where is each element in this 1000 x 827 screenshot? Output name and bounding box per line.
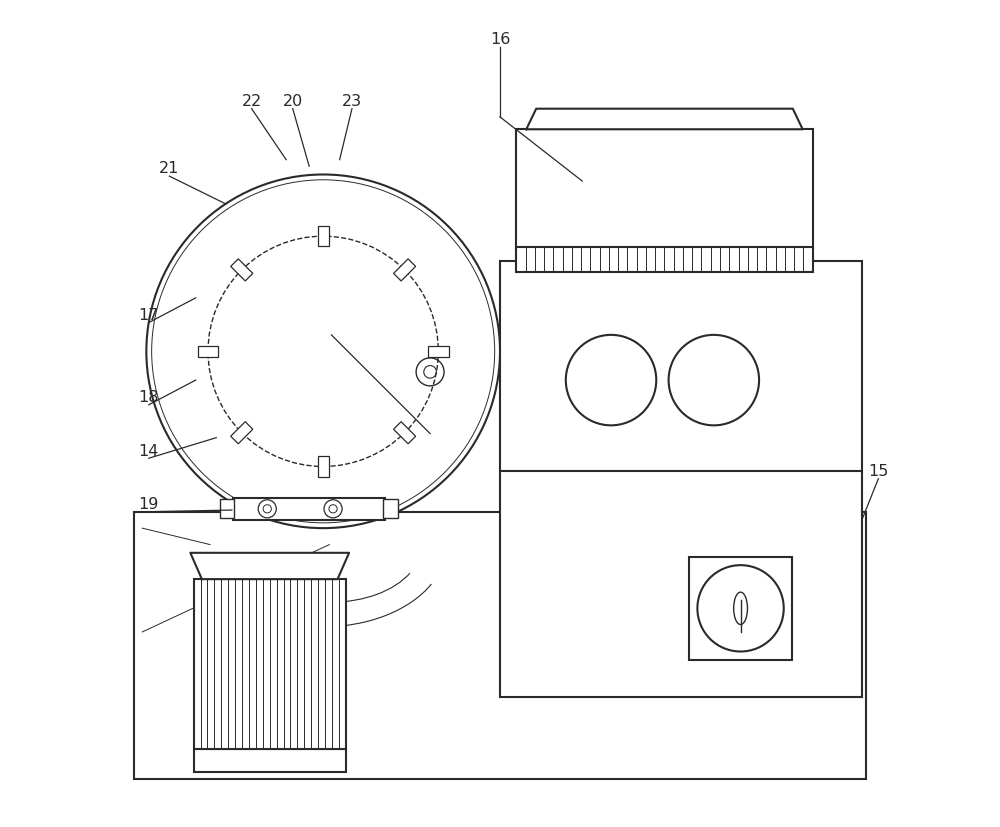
Bar bbox=[233, 498, 385, 520]
Bar bbox=[383, 500, 398, 519]
Text: 23: 23 bbox=[342, 93, 362, 109]
Bar bbox=[500, 261, 862, 697]
Bar bbox=[231, 260, 253, 282]
Text: 18: 18 bbox=[139, 390, 159, 404]
Bar bbox=[516, 247, 813, 272]
Text: 15: 15 bbox=[868, 463, 889, 479]
Text: 22: 22 bbox=[241, 93, 262, 109]
Bar bbox=[394, 422, 416, 444]
Bar bbox=[194, 749, 346, 772]
Bar bbox=[134, 512, 866, 779]
Bar bbox=[318, 457, 329, 477]
Bar bbox=[231, 422, 253, 444]
Bar bbox=[318, 227, 329, 247]
Bar bbox=[394, 260, 416, 282]
Polygon shape bbox=[190, 553, 349, 580]
Text: 16: 16 bbox=[490, 32, 510, 47]
Bar bbox=[428, 347, 449, 357]
Bar bbox=[516, 130, 813, 249]
Text: 19: 19 bbox=[139, 496, 159, 511]
Text: 20: 20 bbox=[283, 93, 303, 109]
Bar bbox=[198, 347, 218, 357]
Bar bbox=[194, 580, 346, 749]
Bar bbox=[689, 557, 792, 660]
Bar bbox=[220, 500, 234, 519]
Text: 17: 17 bbox=[139, 308, 159, 323]
Circle shape bbox=[146, 175, 500, 528]
Polygon shape bbox=[526, 109, 803, 130]
Text: 21: 21 bbox=[159, 161, 180, 176]
Text: 14: 14 bbox=[139, 443, 159, 458]
